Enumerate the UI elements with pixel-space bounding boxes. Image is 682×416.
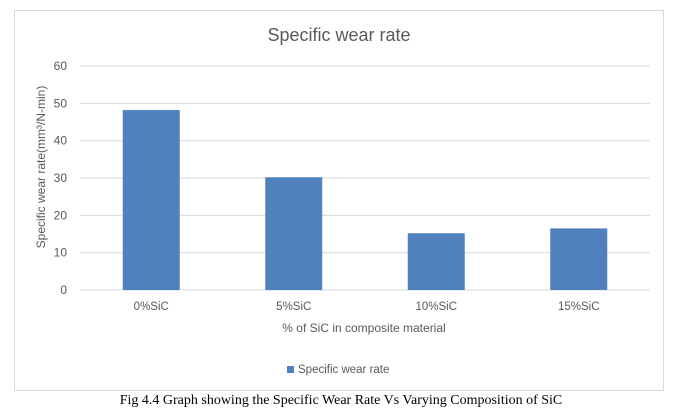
x-tick-label: 15%SiC bbox=[558, 301, 600, 313]
bar-15%SiC bbox=[550, 228, 608, 290]
bar-10%SiC bbox=[407, 233, 465, 290]
figure-caption: Fig 4.4 Graph showing the Specific Wear … bbox=[119, 393, 563, 408]
bar-0%SiC bbox=[122, 110, 180, 290]
legend-label: Specific wear rate bbox=[298, 364, 389, 376]
y-tick-labels: 0 10 20 30 40 50 60 bbox=[54, 59, 68, 297]
y-tick-label: 0 bbox=[60, 283, 67, 297]
y-tick-label: 50 bbox=[54, 96, 68, 110]
y-axis-label: Specific wear rate(mm³/N-min) bbox=[34, 86, 48, 249]
y-tick-label: 20 bbox=[54, 208, 68, 222]
x-axis-label: % of SiC in composite material bbox=[282, 321, 445, 335]
y-tick-label: 40 bbox=[54, 134, 68, 148]
x-tick-label: 5%SiC bbox=[276, 301, 311, 313]
legend-swatch bbox=[287, 366, 294, 373]
chart-title: Specific wear rate bbox=[267, 25, 410, 45]
y-tick-label: 30 bbox=[54, 171, 68, 185]
chart-frame bbox=[14, 10, 664, 391]
legend: Specific wear rate bbox=[287, 364, 389, 376]
x-tick-label: 0%SiC bbox=[134, 301, 169, 313]
bar-5%SiC bbox=[265, 177, 323, 290]
bars bbox=[122, 110, 608, 290]
y-tick-label: 10 bbox=[54, 246, 68, 260]
x-tick-labels: 0%SiC 5%SiC 10%SiC 15%SiC bbox=[134, 301, 600, 313]
y-tick-label: 60 bbox=[54, 59, 68, 73]
x-tick-label: 10%SiC bbox=[415, 301, 457, 313]
